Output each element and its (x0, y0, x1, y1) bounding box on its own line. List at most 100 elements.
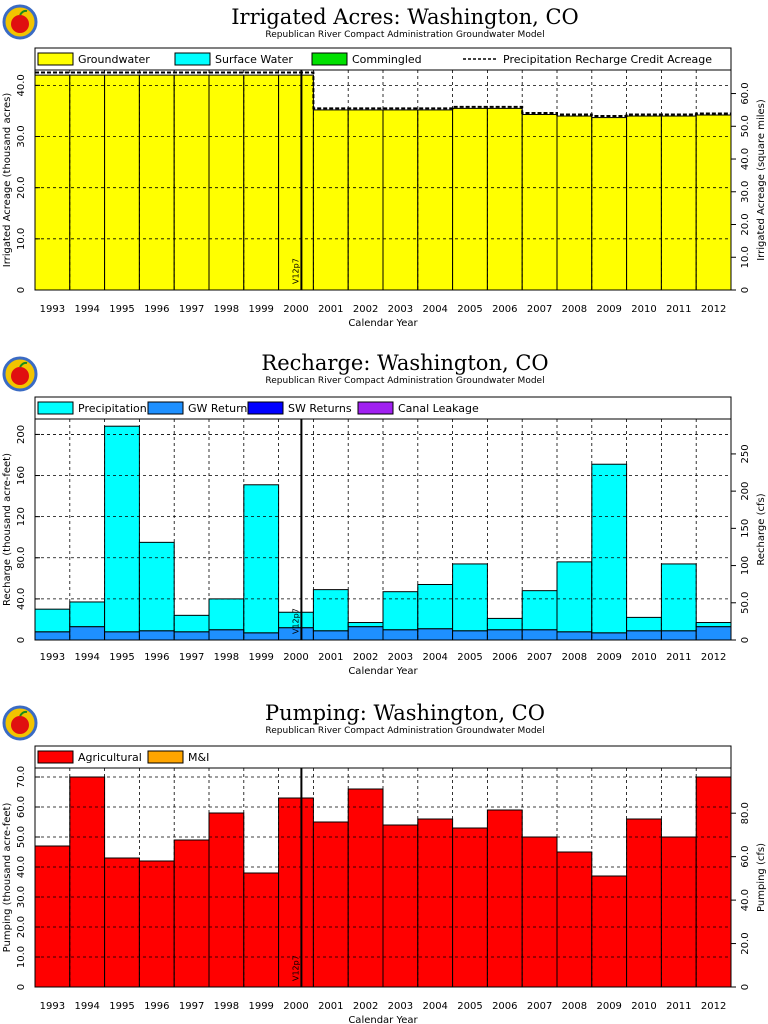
bar-segment (34, 845, 71, 988)
x-tick-label: 1993 (40, 1001, 65, 1012)
legend-label: Precipitation (78, 402, 147, 415)
y2-tick-label: 50.0 (740, 115, 751, 137)
x-tick-label: 2008 (562, 652, 587, 663)
x-axis-label: Calendar Year (348, 1015, 418, 1024)
y-tick-label: 40.0 (16, 856, 27, 878)
bar-segment (347, 788, 384, 988)
bar-segment (69, 776, 106, 988)
logo-apple-icon (11, 367, 29, 385)
legend-swatch (37, 750, 74, 764)
x-tick-label: 2010 (631, 304, 656, 315)
bar-segment (347, 109, 384, 291)
chart-title: Recharge: Washington, CO (261, 351, 548, 375)
legend-swatch (174, 52, 211, 66)
bar-segment (382, 591, 419, 631)
x-tick-label: 1996 (144, 652, 169, 663)
bar-segment (34, 608, 71, 633)
x-tick-label: 2007 (527, 1001, 552, 1012)
y2-tick-label: 20.0 (740, 932, 751, 954)
bar-segment (173, 614, 210, 633)
bar-segment (486, 107, 523, 291)
x-tick-label: 1999 (248, 652, 273, 663)
bar-segment (591, 117, 628, 291)
bar-segment (521, 590, 558, 631)
chart-subtitle: Republican River Compact Administration … (265, 726, 544, 736)
y2-tick-label: 250 (740, 444, 751, 463)
y2-tick-label: 150 (740, 519, 751, 538)
bar-segment (104, 857, 140, 988)
legend-label: Precipitation Recharge Credit Acreage (503, 53, 712, 66)
x-tick-label: 2012 (701, 652, 726, 663)
bar-segment (138, 541, 175, 632)
bar-segment (521, 114, 558, 291)
bar-segment (243, 484, 280, 634)
bar-segment (521, 836, 558, 988)
bar-segment (104, 425, 140, 633)
bar-segment (417, 109, 454, 291)
y2-tick-label: 0 (740, 637, 751, 643)
y2-tick-label: 0 (740, 984, 751, 990)
legend-label: Agricultural (78, 751, 142, 764)
y-tick-label: 80.0 (16, 547, 27, 569)
bar-segment (556, 631, 593, 641)
legend-swatch (357, 401, 394, 415)
bar-segment (521, 629, 558, 641)
x-tick-label: 2003 (388, 1001, 413, 1012)
legend-swatch (37, 52, 74, 66)
y2-tick-label: 10.0 (740, 246, 751, 268)
x-tick-label: 1994 (74, 304, 99, 315)
bar-segment (382, 629, 419, 641)
x-tick-label: 2007 (527, 304, 552, 315)
x-tick-label: 2011 (666, 652, 691, 663)
bar-segment (34, 631, 71, 641)
logo-leaf-icon (19, 710, 28, 717)
bar-segment (417, 818, 454, 988)
x-tick-label: 2010 (631, 1001, 656, 1012)
legend-label: SW Returns (288, 402, 352, 415)
bar-segment (382, 824, 419, 988)
bar-segment (382, 109, 419, 291)
legend-label: Commingled (352, 53, 422, 66)
y2-axis-label: Irrigated Acreage (square miles) (756, 99, 767, 261)
bar-segment (278, 797, 314, 988)
series-line-recharge-credit (35, 71, 731, 118)
legend-swatch (147, 401, 184, 415)
bar-segment (347, 622, 384, 628)
bar-segment (556, 561, 593, 633)
y2-tick-label: 40.0 (740, 889, 751, 911)
bar-segment (452, 630, 488, 641)
version-marker-label: V12p7 (291, 608, 300, 634)
y-tick-label: 30.0 (16, 125, 27, 147)
legend-label: Canal Leakage (398, 402, 479, 415)
y-tick-label: 60.0 (16, 796, 27, 818)
x-tick-label: 2003 (388, 304, 413, 315)
x-tick-label: 2000 (283, 1001, 308, 1012)
version-marker-label: V12p7 (291, 955, 300, 981)
x-tick-label: 2006 (492, 652, 517, 663)
x-tick-label: 1998 (214, 652, 239, 663)
y-tick-label: 40.0 (16, 74, 27, 96)
x-tick-label: 2001 (318, 304, 343, 315)
bar-segment (626, 818, 662, 988)
x-tick-label: 2005 (457, 304, 482, 315)
y-tick-label: 0 (16, 984, 27, 990)
bar-segment (243, 632, 280, 641)
logo-apple-icon (11, 716, 29, 734)
bar-segment (69, 74, 106, 291)
y-tick-label: 70.0 (16, 766, 27, 788)
x-tick-label: 1995 (109, 652, 134, 663)
bar-segment (104, 631, 140, 641)
legend-swatch (311, 52, 348, 66)
bar-segment (173, 74, 210, 291)
y2-tick-label: 60.0 (740, 82, 751, 104)
y2-tick-label: 50.0 (740, 592, 751, 614)
y2-tick-label: 60.0 (740, 846, 751, 868)
bar-segment (173, 631, 210, 641)
y2-tick-label: 40.0 (740, 148, 751, 170)
bar-segment (312, 109, 349, 291)
legend-swatch (37, 401, 74, 415)
x-axis-label: Calendar Year (348, 666, 418, 677)
x-tick-label: 2008 (562, 1001, 587, 1012)
x-tick-label: 1996 (144, 304, 169, 315)
x-tick-label: 2004 (422, 1001, 447, 1012)
